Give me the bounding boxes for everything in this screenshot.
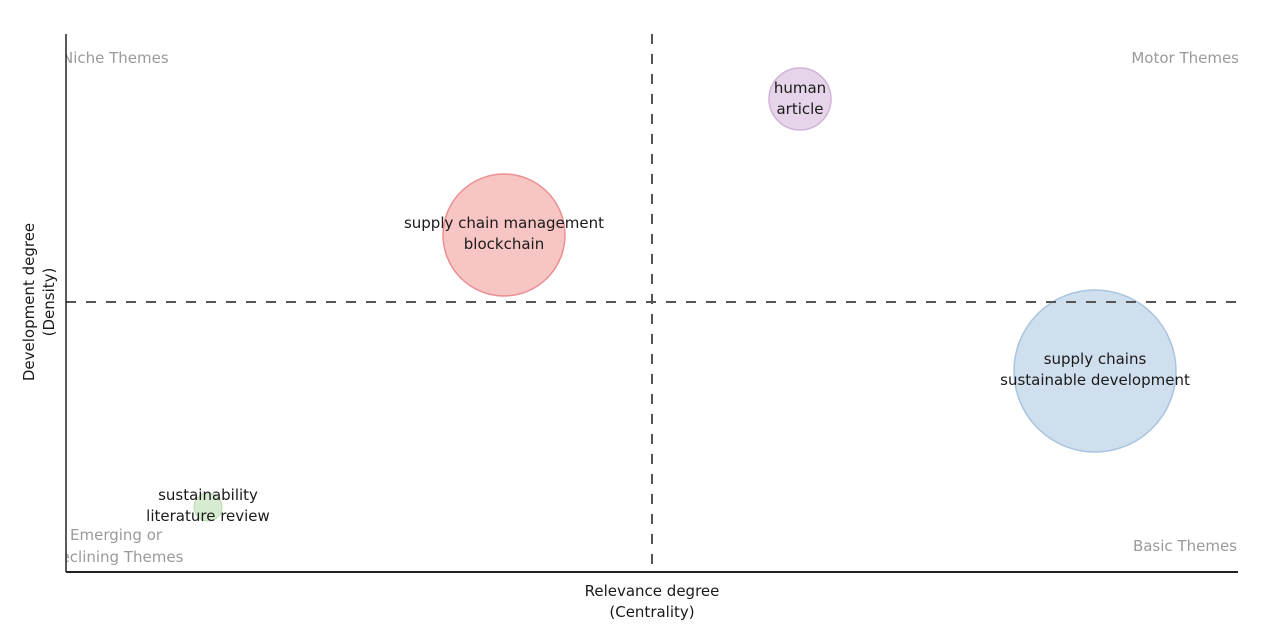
x-axis-title-line1: Relevance degree bbox=[585, 582, 720, 600]
bubble-label: sustainable development bbox=[1000, 371, 1190, 389]
y-axis-title-line2: (Density) bbox=[40, 268, 58, 337]
quadrant-label-motor: Motor Themes bbox=[1131, 49, 1239, 67]
bubble-label: human bbox=[774, 79, 826, 97]
bubble-label: literature review bbox=[146, 507, 270, 525]
bubble-label: supply chain management bbox=[404, 214, 604, 232]
bubble-label: blockchain bbox=[464, 235, 544, 253]
quadrant-labels: Niche Themes Motor Themes Emerging or De… bbox=[49, 49, 1239, 566]
bubble-labels: supply chain management blockchain human… bbox=[146, 79, 1190, 525]
quadrant-label-basic: Basic Themes bbox=[1133, 537, 1237, 555]
quadrant-label-emerging-line1: Emerging or bbox=[70, 526, 163, 544]
bubble-label: article bbox=[776, 100, 823, 118]
bubble-label: supply chains bbox=[1044, 350, 1147, 368]
x-axis-title-line2: (Centrality) bbox=[609, 603, 694, 621]
y-axis-title-line1: Development degree bbox=[20, 223, 38, 381]
bubble-supply-chains[interactable] bbox=[1013, 289, 1177, 453]
y-axis-title: Development degree (Density) bbox=[20, 223, 58, 381]
bubbles bbox=[193, 67, 1177, 522]
bubble-supply-chain-management[interactable] bbox=[442, 173, 566, 297]
bubble-sustainability[interactable] bbox=[193, 492, 223, 522]
quadrant-label-emerging-line2: Declining Themes bbox=[49, 548, 184, 566]
bubble-label: sustainability bbox=[158, 486, 258, 504]
quadrant-label-niche: Niche Themes bbox=[62, 49, 169, 67]
bubble-human[interactable] bbox=[768, 67, 832, 131]
